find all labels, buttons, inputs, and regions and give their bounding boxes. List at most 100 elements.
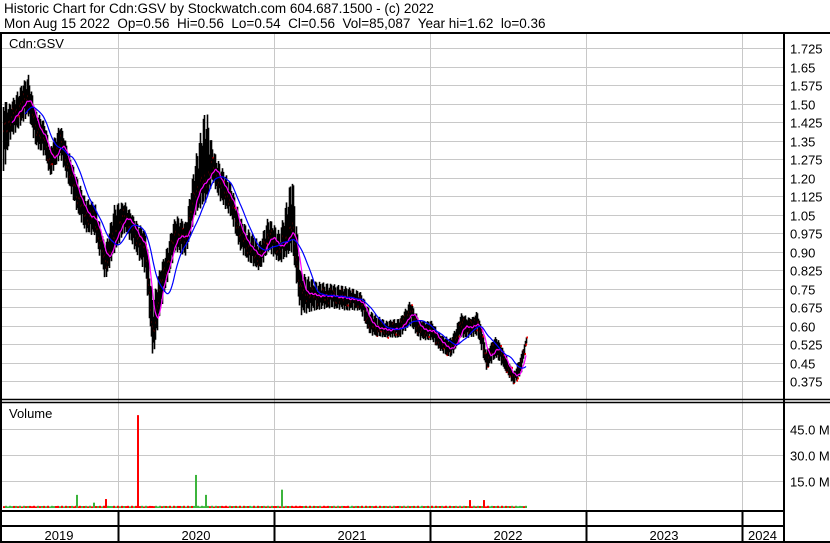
volume-bar bbox=[243, 505, 245, 508]
volume-bar bbox=[373, 506, 375, 508]
volume-spike-bar bbox=[205, 494, 207, 508]
volume-bar bbox=[107, 505, 109, 508]
volume-bar bbox=[231, 506, 233, 508]
volume-bar bbox=[395, 506, 397, 508]
volume-bar bbox=[121, 505, 123, 508]
close-tick bbox=[482, 335, 484, 338]
axis-labels: 1.725 1.65 1.575 1.50 1.425 1.35 1.275 1.20 1.12… bbox=[45, 42, 830, 543]
volume-bar bbox=[15, 505, 17, 508]
volume-bar bbox=[169, 505, 171, 508]
volume-bar bbox=[109, 506, 111, 508]
volume-bar bbox=[379, 505, 381, 508]
volume-bar bbox=[41, 505, 43, 508]
volume-bar bbox=[45, 506, 47, 508]
volume-bar bbox=[229, 505, 231, 508]
volume-bar bbox=[383, 505, 385, 508]
volume-bar bbox=[435, 505, 437, 508]
volume-bar bbox=[147, 506, 149, 508]
volume-bar bbox=[433, 506, 435, 508]
volume-bar bbox=[255, 506, 257, 508]
volume-bar bbox=[267, 505, 269, 508]
volume-bar bbox=[247, 506, 249, 508]
volume-bar bbox=[65, 505, 67, 508]
volume-bar bbox=[287, 506, 289, 508]
volume-bar bbox=[29, 505, 31, 508]
volume-bar bbox=[517, 506, 519, 508]
volume-bar bbox=[355, 505, 357, 508]
volume-bar bbox=[513, 506, 515, 508]
year-label: 2022 bbox=[494, 528, 523, 543]
volume-bar bbox=[489, 506, 491, 508]
volume-bar bbox=[417, 505, 419, 508]
volume-bar bbox=[257, 505, 259, 508]
year-label: 2019 bbox=[45, 528, 74, 543]
chart-title: Historic Chart for Cdn:GSV by Stockwatch… bbox=[4, 1, 434, 16]
volume-bar bbox=[219, 505, 221, 508]
volume-bar bbox=[391, 506, 393, 508]
volume-bar bbox=[71, 505, 73, 508]
close-tick bbox=[458, 335, 460, 338]
volume-bar bbox=[501, 505, 503, 508]
volume-bar bbox=[113, 505, 115, 508]
volume-bar bbox=[345, 506, 347, 508]
volume-bar bbox=[33, 505, 35, 508]
volume-bar bbox=[471, 506, 473, 508]
volume-bar bbox=[37, 505, 39, 508]
volume-bar bbox=[277, 505, 279, 508]
price-tick-label: 1.275 bbox=[790, 153, 823, 168]
volume-bar bbox=[143, 506, 145, 508]
volume-bar bbox=[303, 506, 305, 508]
volume-bar bbox=[61, 505, 63, 508]
volume-bar bbox=[363, 506, 365, 508]
volume-bar bbox=[423, 506, 425, 508]
volume-bar bbox=[507, 505, 509, 508]
volume-bars bbox=[3, 415, 527, 508]
volume-bar bbox=[123, 506, 125, 508]
volume-bar bbox=[173, 505, 175, 508]
volume-bar bbox=[473, 505, 475, 508]
volume-bar bbox=[233, 505, 235, 508]
price-panel-label: Cdn:GSV bbox=[9, 36, 64, 51]
volume-tick-label: 30.0 M bbox=[790, 449, 830, 464]
volume-bar bbox=[449, 505, 451, 508]
price-tick-label: 1.05 bbox=[790, 209, 815, 224]
volume-panel-label: Volume bbox=[9, 406, 52, 421]
volume-bar bbox=[51, 505, 53, 508]
volume-bar bbox=[245, 506, 247, 508]
volume-bar bbox=[419, 506, 421, 508]
volume-bar bbox=[343, 505, 345, 508]
close-tick bbox=[266, 242, 268, 245]
volume-bar bbox=[217, 506, 219, 508]
close-tick bbox=[503, 354, 505, 357]
volume-bar bbox=[25, 506, 27, 508]
volume-bar bbox=[445, 505, 447, 508]
volume-bar bbox=[325, 506, 327, 508]
volume-bar bbox=[95, 506, 97, 508]
volume-spike-bar bbox=[281, 489, 283, 508]
volume-bar bbox=[181, 506, 183, 508]
volume-bar bbox=[351, 505, 353, 508]
volume-bar bbox=[479, 506, 481, 508]
volume-bar bbox=[519, 505, 521, 508]
volume-bar bbox=[403, 505, 405, 508]
volume-bar bbox=[237, 506, 239, 508]
volume-bar bbox=[451, 506, 453, 508]
volume-bar bbox=[493, 506, 495, 508]
volume-bar bbox=[99, 505, 101, 508]
volume-bar bbox=[327, 505, 329, 508]
volume-bar bbox=[467, 506, 469, 508]
volume-bar bbox=[59, 506, 61, 508]
volume-bar bbox=[397, 505, 399, 508]
volume-bar bbox=[153, 506, 155, 508]
volume-bar bbox=[369, 505, 371, 508]
volume-spike-bar bbox=[93, 502, 95, 508]
volume-spike-bar bbox=[76, 494, 78, 508]
price-tick-label: 1.425 bbox=[790, 116, 823, 131]
volume-bar bbox=[101, 506, 103, 508]
volume-bar bbox=[311, 506, 313, 508]
volume-bar bbox=[227, 506, 229, 508]
volume-bar bbox=[197, 505, 199, 508]
volume-bar bbox=[125, 506, 127, 508]
volume-bar bbox=[511, 505, 513, 508]
close-tick bbox=[411, 304, 413, 307]
